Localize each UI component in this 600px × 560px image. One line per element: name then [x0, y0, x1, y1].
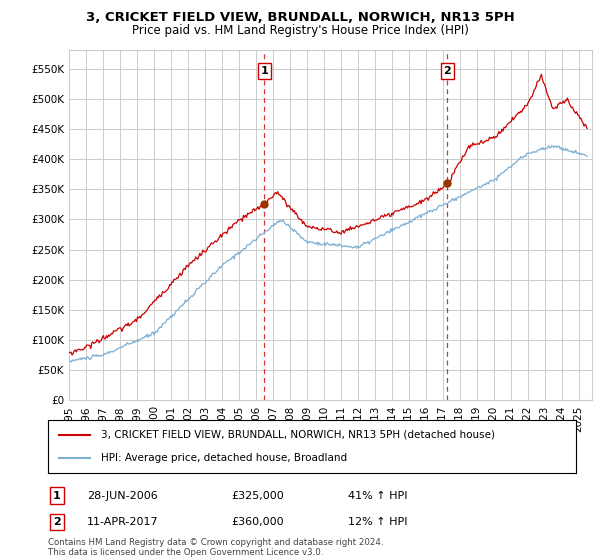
Text: 3, CRICKET FIELD VIEW, BRUNDALL, NORWICH, NR13 5PH (detached house): 3, CRICKET FIELD VIEW, BRUNDALL, NORWICH… — [101, 430, 495, 440]
Text: HPI: Average price, detached house, Broadland: HPI: Average price, detached house, Broa… — [101, 453, 347, 463]
Text: 28-JUN-2006: 28-JUN-2006 — [87, 491, 158, 501]
Text: 1: 1 — [53, 491, 61, 501]
Text: £360,000: £360,000 — [231, 517, 284, 527]
Text: Price paid vs. HM Land Registry's House Price Index (HPI): Price paid vs. HM Land Registry's House … — [131, 24, 469, 36]
Text: 12% ↑ HPI: 12% ↑ HPI — [348, 517, 407, 527]
Text: 2: 2 — [443, 66, 451, 76]
Text: 41% ↑ HPI: 41% ↑ HPI — [348, 491, 407, 501]
Text: 2: 2 — [53, 517, 61, 527]
Text: Contains HM Land Registry data © Crown copyright and database right 2024.
This d: Contains HM Land Registry data © Crown c… — [48, 538, 383, 557]
Text: 11-APR-2017: 11-APR-2017 — [87, 517, 158, 527]
Text: 1: 1 — [260, 66, 268, 76]
Text: 3, CRICKET FIELD VIEW, BRUNDALL, NORWICH, NR13 5PH: 3, CRICKET FIELD VIEW, BRUNDALL, NORWICH… — [86, 11, 514, 24]
Text: £325,000: £325,000 — [231, 491, 284, 501]
